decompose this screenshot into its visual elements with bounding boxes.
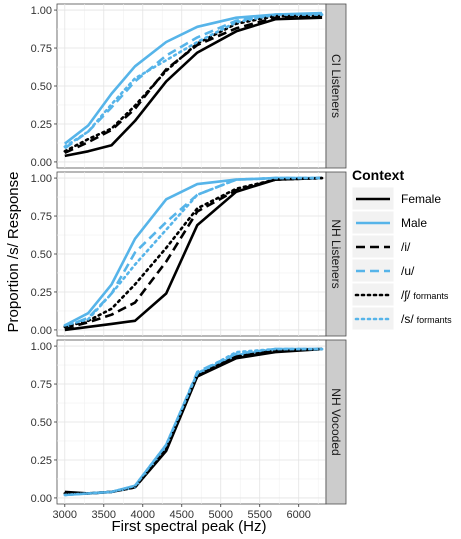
y-tick-label: 0.00 bbox=[31, 157, 52, 169]
legend-label: Male bbox=[401, 216, 427, 230]
y-tick-label: 1.00 bbox=[31, 341, 52, 353]
facet-strip bbox=[325, 171, 347, 337]
x-tick-label: 3500 bbox=[92, 509, 116, 521]
facet-strip bbox=[325, 339, 347, 505]
y-tick-label: 0.75 bbox=[31, 43, 52, 55]
series-line-s_formants bbox=[63, 13, 324, 148]
y-tick-label: 1.00 bbox=[31, 5, 52, 17]
x-axis: 3000 3500 4000 4500 5000 5500 6000 bbox=[53, 504, 311, 521]
series-line-sh_formants bbox=[63, 176, 324, 329]
series-line-female bbox=[64, 16, 323, 158]
legend-label-suffix: formants bbox=[413, 291, 449, 301]
series-line-sh_formants bbox=[63, 14, 324, 153]
y-tick-label: 0.00 bbox=[31, 493, 52, 505]
x-tick-label: 5500 bbox=[247, 509, 271, 521]
legend-label: Female bbox=[401, 192, 441, 206]
legend-title: Context bbox=[352, 167, 404, 183]
series-line-s_formants bbox=[63, 176, 324, 327]
legend-label: /s/formants bbox=[401, 312, 452, 326]
legend-item-sh_formants: /ʃ/formants bbox=[351, 282, 449, 307]
x-tick-label: 4500 bbox=[170, 509, 194, 521]
facet-strip bbox=[325, 3, 347, 169]
y-tick-label: 0.25 bbox=[31, 287, 52, 299]
legend-item-male: Male bbox=[351, 210, 427, 235]
y-axis-title: Proportion /s/ Response bbox=[5, 172, 22, 333]
legend-item-s_formants: /s/formants bbox=[351, 306, 452, 331]
y-tick-label: 0.50 bbox=[31, 81, 52, 93]
x-axis-title: First spectral peak (Hz) bbox=[111, 518, 266, 535]
y-tick-label: 0.75 bbox=[31, 379, 52, 391]
legend: Context Female Male/i/ /u/ /ʃ/formants/s/fo… bbox=[351, 167, 452, 331]
legend-item-i: /i/ bbox=[351, 234, 411, 259]
facet-panel: 0.00 0.25 0.50 0.75 1.00 NH Listeners bbox=[31, 171, 347, 337]
y-tick-label: 0.50 bbox=[31, 249, 52, 261]
series-line-s_formants bbox=[63, 347, 324, 497]
x-tick-label: 5000 bbox=[208, 509, 232, 521]
facet-panel: 0.00 0.25 0.50 0.75 1.00 NH Vocoded bbox=[31, 339, 347, 505]
legend-label: /ʃ/formants bbox=[401, 288, 449, 302]
y-tick-label: 0.25 bbox=[31, 455, 52, 467]
legend-label-suffix: formants bbox=[417, 315, 453, 325]
facet-strip-label: NH Listeners bbox=[329, 219, 343, 288]
x-tick-label: 6000 bbox=[286, 509, 310, 521]
x-tick-label: 3000 bbox=[53, 509, 77, 521]
y-tick-label: 0.75 bbox=[31, 211, 52, 223]
legend-items: Female Male/i/ /u/ /ʃ/formants/s/formants bbox=[351, 186, 452, 331]
y-tick-label: 1.00 bbox=[31, 173, 52, 185]
facet-strip-label: NH Vocoded bbox=[329, 388, 343, 455]
y-tick-label: 0.00 bbox=[31, 325, 52, 337]
x-tick-label: 4000 bbox=[131, 509, 155, 521]
facet-strip-label: CI Listeners bbox=[329, 54, 343, 118]
facet-panels: 0.00 0.25 0.50 0.75 1.00 CI Listeners 0.00 0.25… bbox=[31, 3, 347, 505]
y-tick-label: 0.50 bbox=[31, 417, 52, 429]
legend-item-u: /u/ bbox=[351, 258, 415, 283]
facet-panel: 0.00 0.25 0.50 0.75 1.00 CI Listeners bbox=[31, 3, 347, 169]
y-tick-label: 0.25 bbox=[31, 119, 52, 131]
legend-label: /u/ bbox=[401, 264, 415, 278]
legend-label: /i/ bbox=[401, 240, 411, 254]
legend-item-female: Female bbox=[351, 186, 441, 211]
